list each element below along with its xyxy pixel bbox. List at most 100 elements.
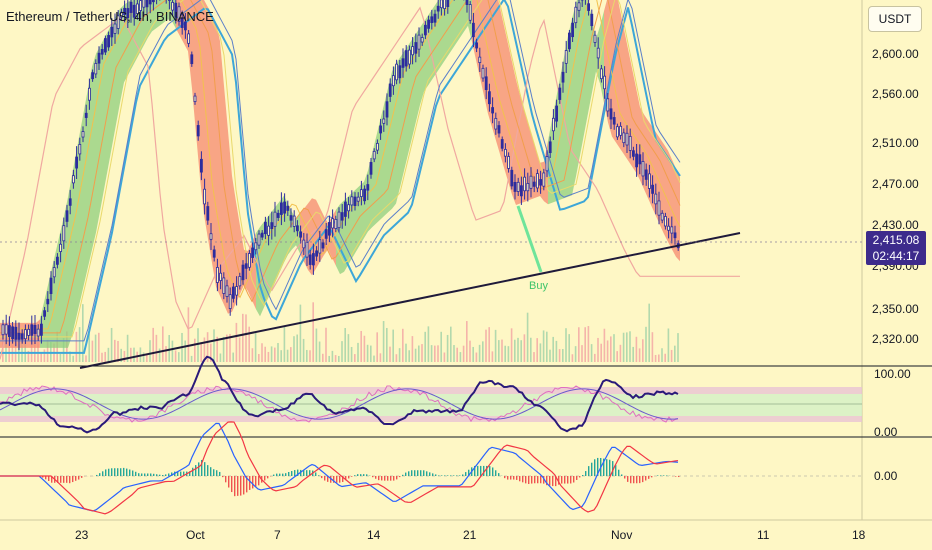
macd-histogram-bar	[480, 465, 482, 476]
candle-body	[366, 184, 370, 191]
volume-bar	[386, 327, 388, 362]
candle-body	[142, 0, 146, 8]
volume-bar	[270, 346, 273, 362]
currency-button[interactable]: USDT	[868, 6, 922, 32]
macd-histogram-bar	[138, 473, 140, 476]
candle-body	[196, 125, 200, 137]
volume-bar	[254, 331, 257, 362]
candle-body	[571, 22, 574, 38]
volume-bar	[405, 343, 407, 362]
volume-bar	[600, 343, 602, 362]
macd-histogram-bar	[156, 474, 158, 476]
macd-histogram-bar	[627, 476, 629, 482]
macd-histogram-bar	[318, 475, 320, 476]
macd-histogram-bar	[285, 473, 287, 476]
volume-bar	[43, 349, 46, 362]
candle-body	[193, 95, 197, 102]
candle-body	[439, 0, 443, 9]
macd-histogram-bar	[477, 465, 479, 476]
candle-body	[612, 117, 616, 125]
volume-bar	[520, 340, 522, 362]
macd-histogram-bar	[132, 470, 134, 476]
volume-bar	[242, 313, 244, 362]
candle-body	[334, 218, 338, 229]
candle-body	[664, 216, 667, 227]
candle-body	[299, 231, 303, 238]
support-trendline[interactable]	[79, 232, 741, 369]
candle-body	[289, 215, 293, 221]
candle-body	[187, 33, 191, 44]
volume-bar	[530, 337, 532, 362]
time-axis[interactable]: 23 Oct 7 14 21 Nov 11 18	[75, 528, 866, 542]
macd-histogram-bar	[273, 474, 275, 476]
candle-body	[670, 226, 674, 234]
candle-body	[43, 310, 46, 317]
volume-bar	[475, 352, 478, 362]
price-axis[interactable]: 2,600.00 2,560.00 2,510.00 2,470.00 2,43…	[872, 47, 919, 483]
volume-bar	[594, 353, 596, 362]
volume-bar	[110, 327, 113, 362]
macd-histogram-bar	[498, 473, 500, 476]
candle-body	[644, 169, 648, 180]
volume-bar	[293, 336, 295, 362]
macd-histogram-bar	[120, 468, 122, 476]
candle-body	[343, 201, 347, 217]
macd-histogram-bar	[258, 476, 260, 486]
macd-histogram-bar	[219, 471, 221, 476]
candle-body	[257, 233, 261, 246]
macd-histogram-bar	[222, 476, 224, 478]
candle-body	[337, 211, 341, 229]
macd-histogram-bar	[153, 473, 155, 476]
volume-bar	[290, 347, 292, 362]
macd-histogram-bar	[183, 471, 185, 476]
macd-histogram-bar	[171, 472, 173, 476]
candle-body	[411, 46, 415, 56]
candle-body	[36, 328, 40, 337]
macd-histogram-bar	[354, 475, 356, 476]
candle-body	[651, 184, 654, 194]
candle-body	[14, 326, 18, 340]
volume-bar	[334, 355, 337, 362]
candle-body	[238, 276, 242, 287]
candle-body	[600, 68, 603, 80]
candle-body	[587, 3, 590, 11]
macd-histogram-bar	[666, 475, 668, 476]
candle-body	[359, 189, 363, 197]
volume-bar	[626, 332, 628, 362]
macd-histogram-bar	[405, 472, 407, 476]
candle-body	[279, 202, 283, 215]
symbol-title[interactable]: Ethereum / TetherUS, 4h, BINANCE	[6, 9, 214, 24]
macd-histogram-bar	[549, 476, 551, 486]
macd-histogram-bar	[555, 476, 557, 487]
volume-bar	[59, 353, 62, 362]
candle-body	[206, 206, 210, 221]
macd-histogram-bar	[360, 474, 362, 476]
candle-body	[574, 6, 578, 24]
candle-body	[267, 225, 271, 236]
candle-body	[347, 204, 351, 212]
volume-bar	[360, 330, 362, 362]
volume-bar	[235, 322, 238, 362]
volume-bar	[296, 334, 298, 362]
volume-bar	[82, 304, 84, 362]
macd-histogram-bar	[255, 476, 257, 487]
macd-histogram-bar	[63, 476, 65, 483]
macd-histogram-bar	[390, 476, 392, 481]
candle-body	[446, 0, 450, 8]
macd-histogram-bar	[336, 476, 338, 483]
macd-histogram-bar	[609, 459, 611, 476]
stoch-k-line	[0, 385, 679, 423]
time-tick: Nov	[611, 528, 632, 542]
candle-body	[177, 6, 181, 22]
candle-body	[135, 3, 139, 14]
stoch-mid-band	[0, 394, 862, 416]
candlesticks[interactable]	[1, 0, 680, 351]
last-price-value: 2,415.08	[872, 233, 920, 247]
volume-bar	[370, 345, 372, 362]
candle-body	[404, 50, 408, 67]
macd-histogram-bar	[267, 476, 269, 479]
candle-body	[88, 87, 91, 101]
volume-bar	[574, 346, 577, 362]
macd-histogram-bar	[45, 476, 47, 480]
